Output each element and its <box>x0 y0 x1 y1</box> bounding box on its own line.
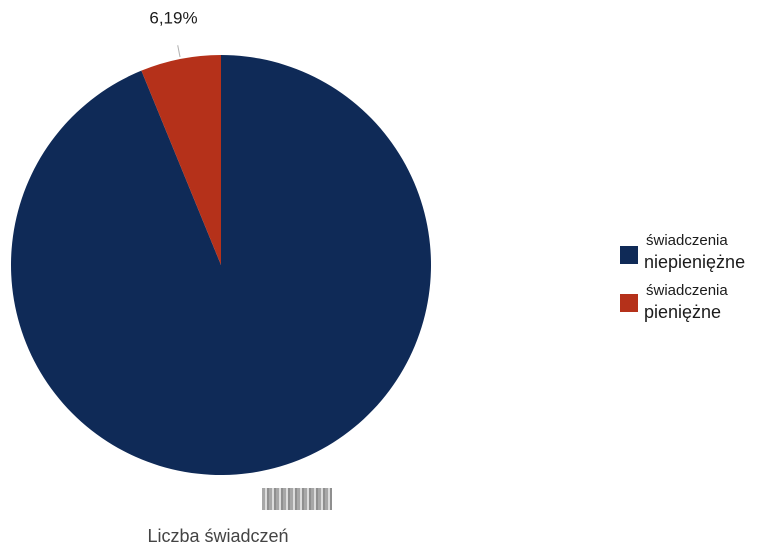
legend-label-line2: pieniężne <box>644 302 722 322</box>
data-label: 6,19% <box>149 9 197 28</box>
data-label-leader-line <box>177 45 181 58</box>
legend-label-line1: świadczenia <box>646 282 728 299</box>
legend-label-line2: niepieniężne <box>644 252 746 272</box>
legend-swatch-pieniezne <box>620 294 638 312</box>
x-axis-label: Liczba świadczeń <box>147 526 288 546</box>
legend-swatch-niepieniezne <box>620 246 638 264</box>
pie-slice-pieniezne <box>141 55 221 265</box>
scan-stamp-mark <box>262 488 332 510</box>
legend-label-line1: świadczenia <box>646 232 728 249</box>
